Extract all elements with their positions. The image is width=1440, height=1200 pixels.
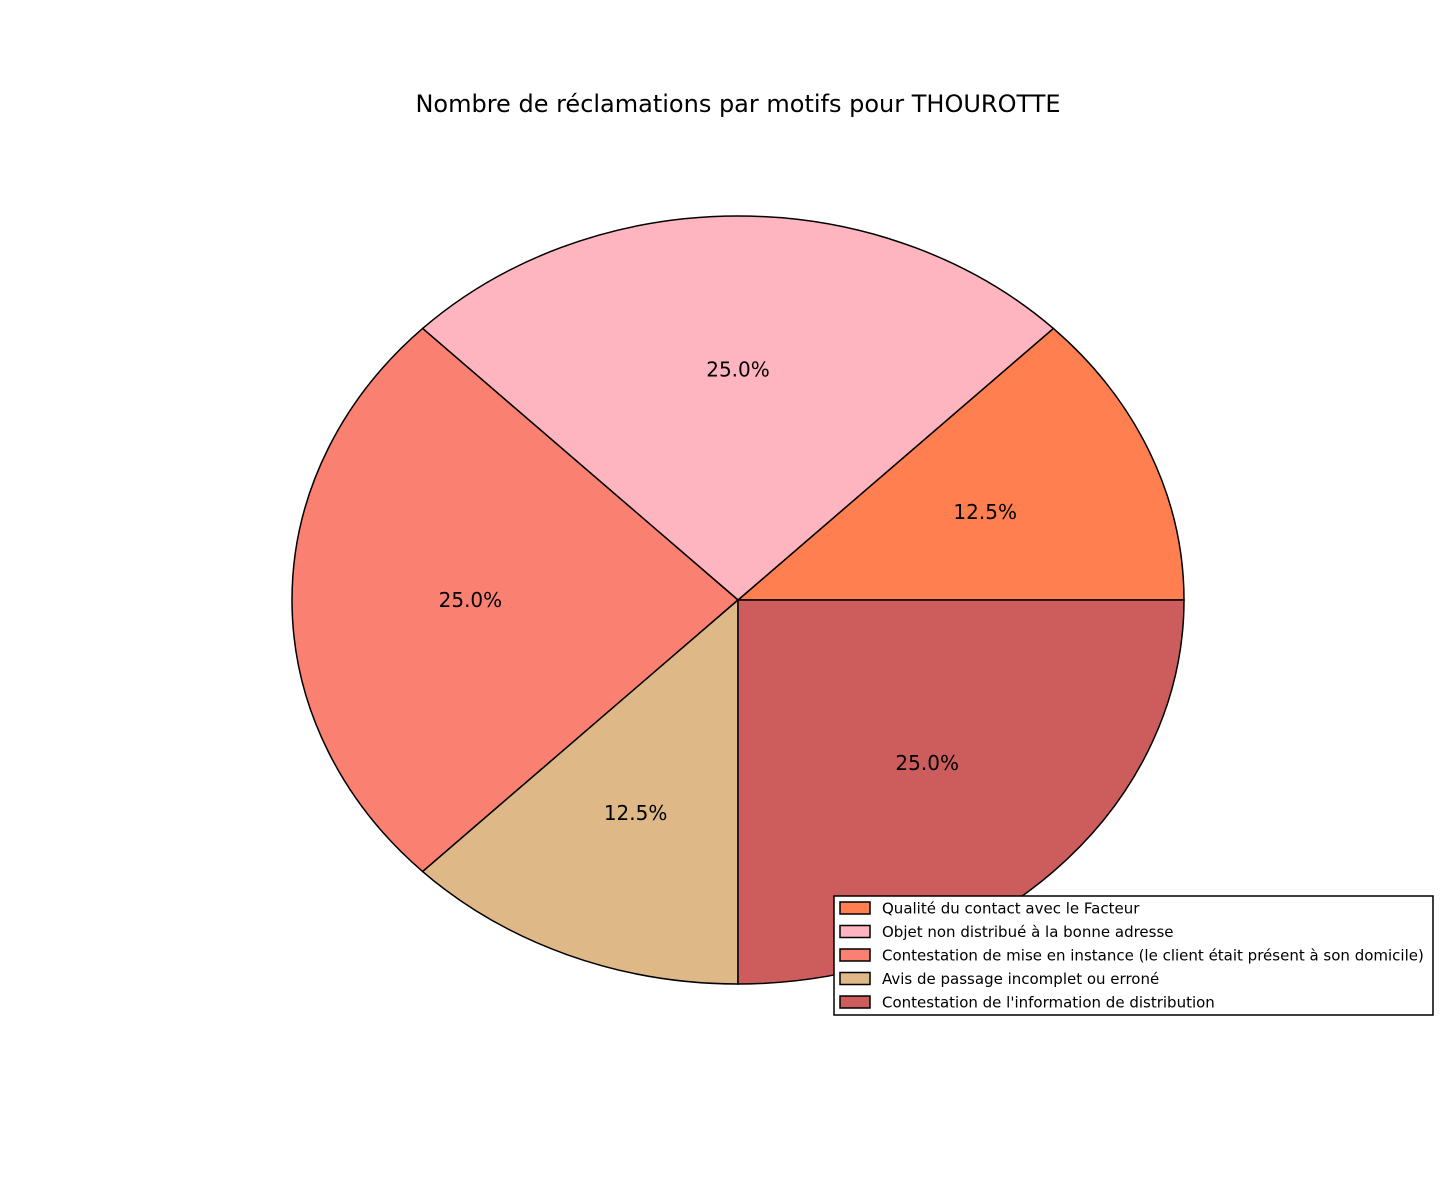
pie-slice-percent-label: 25.0%: [439, 588, 503, 612]
pie-slice-avis-de-passage-incomplet-ou-errone: [421, 598, 739, 985]
pie-slice-qualite-du-contact-avec-le-facteur: [735, 327, 1185, 601]
legend-label: Objet non distribué à la bonne adresse: [882, 923, 1174, 941]
legend-swatch: [839, 971, 871, 986]
legend-swatch: [839, 901, 871, 915]
legend-label: Contestation de l'information de distrib…: [882, 994, 1215, 1012]
legend-label: Avis de passage incomplet ou erroné: [882, 970, 1159, 988]
chart-title: Nombre de réclamations par motifs pour T…: [415, 90, 1060, 118]
pie-percent-labels: 12.5% 25.0% 25.0% 12.5% 25.0%: [439, 358, 1017, 825]
legend-label: Contestation de mise en instance (le cli…: [882, 947, 1424, 965]
pie-slice-percent-label: 12.5%: [953, 500, 1017, 524]
pie-slice-contestation-de-mise-en-instance-le-client-etait-present-a-son-domicile: [291, 327, 740, 873]
pie-slice-percent-label: 25.0%: [895, 751, 959, 775]
legend-swatch: [839, 948, 871, 962]
legend-label: Qualité du contact avec le Facteur: [882, 900, 1140, 918]
legend: Qualité du contact avec le Facteur Objet …: [833, 895, 1434, 1016]
legend-swatch: [839, 995, 871, 1009]
pie-slices: [291, 215, 1185, 985]
legend-swatch: [839, 924, 871, 939]
legend-frame: [833, 895, 1434, 1016]
pie-slice-objet-non-distribue-a-la-bonne-adresse: [421, 215, 1055, 601]
pie-slice-percent-label: 12.5%: [604, 801, 668, 825]
pie-slice-contestation-de-l-information-de-distribution: [737, 599, 1185, 985]
pie-slice-percent-label: 25.0%: [706, 358, 770, 382]
